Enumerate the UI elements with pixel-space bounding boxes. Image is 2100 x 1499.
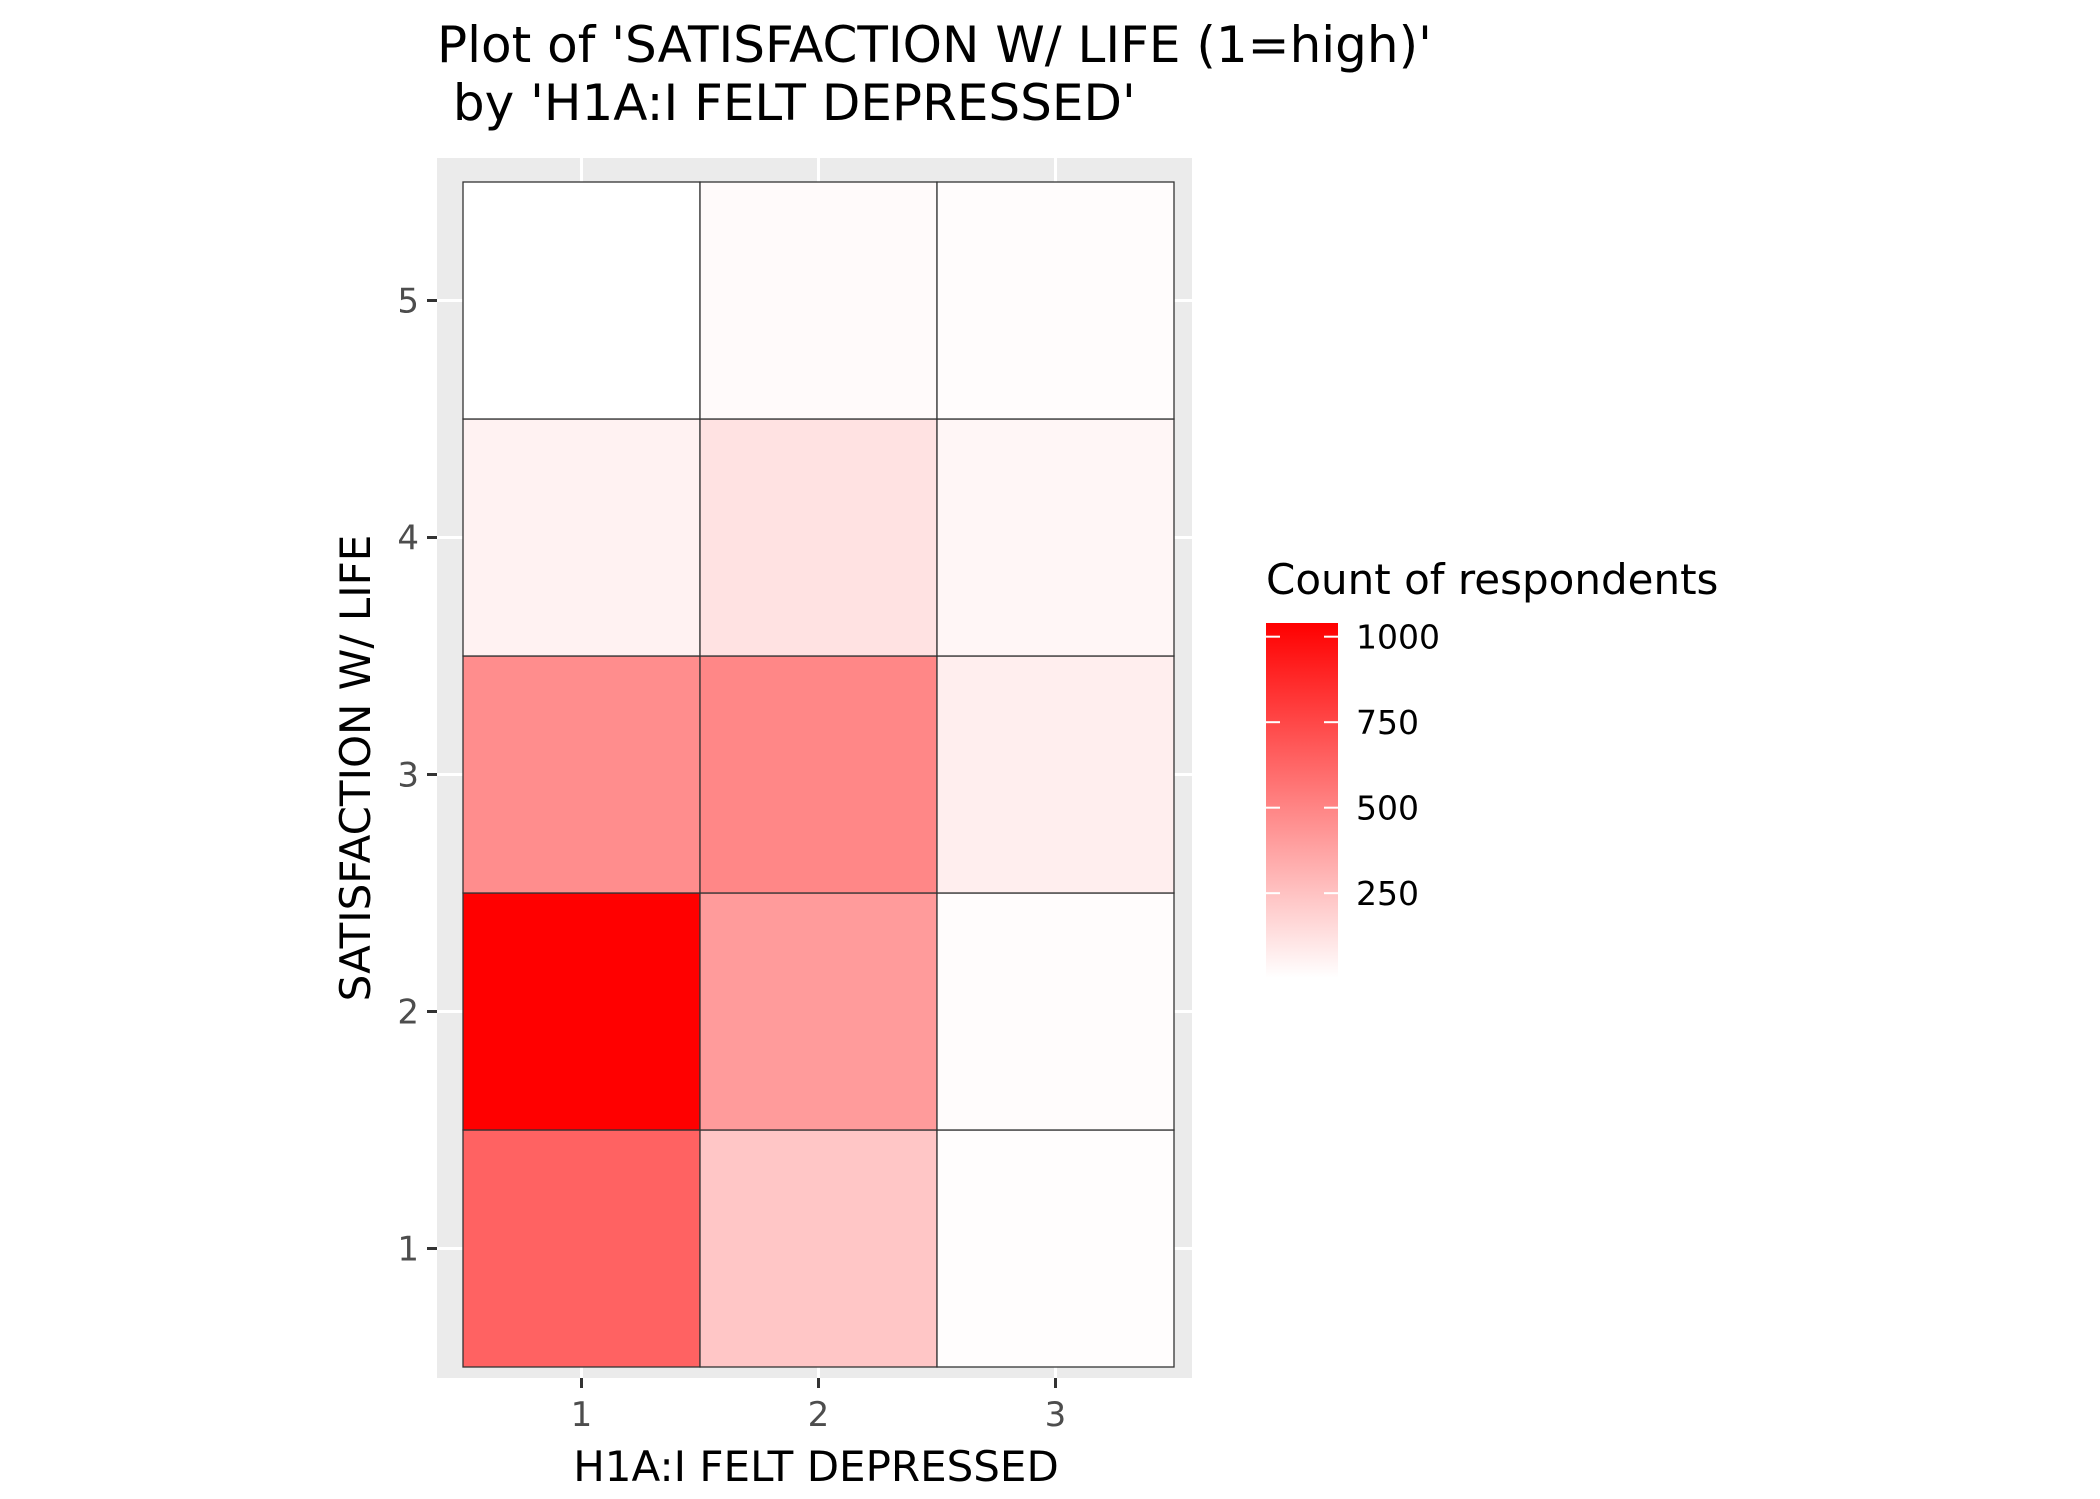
heatmap-cells bbox=[462, 181, 1175, 1368]
y-tick-label: 2 bbox=[397, 993, 419, 1033]
chart-subtitle: by 'H1A:I FELT DEPRESSED' bbox=[437, 74, 1136, 132]
heatmap-cell bbox=[936, 892, 1175, 1131]
heatmap-cell bbox=[936, 418, 1175, 657]
heatmap-cell bbox=[936, 181, 1175, 420]
heatmap-cell bbox=[462, 1129, 701, 1368]
y-tick-label: 4 bbox=[397, 519, 419, 559]
chart-title: Plot of 'SATISFACTION W/ LIFE (1=high)' bbox=[437, 16, 1432, 74]
legend-colorbar bbox=[1266, 623, 1338, 978]
x-tick-label: 1 bbox=[571, 1395, 593, 1435]
heatmap-cell bbox=[699, 1129, 938, 1368]
legend-tick-label: 1000 bbox=[1356, 618, 1440, 657]
legend-ticks: 250 500 750 1000 bbox=[1266, 618, 1440, 913]
heatmap-cell bbox=[699, 892, 938, 1131]
x-axis-title: H1A:I FELT DEPRESSED bbox=[573, 1442, 1059, 1491]
heatmap-cell bbox=[462, 655, 701, 894]
axes: 1 2 3 1 2 3 4 5 bbox=[397, 282, 1066, 1436]
heatmap-cell bbox=[936, 655, 1175, 894]
y-tick-label: 3 bbox=[397, 756, 419, 796]
heatmap-cell bbox=[699, 181, 938, 420]
x-tick-label: 2 bbox=[808, 1395, 830, 1435]
y-tick-label: 1 bbox=[397, 1230, 419, 1270]
color-legend: Count of respondents 250 500 750 1000 bbox=[1266, 555, 1718, 978]
heatmap-cell bbox=[936, 1129, 1175, 1368]
y-axis-title: SATISFACTION W/ LIFE bbox=[331, 535, 380, 1002]
legend-tick-label: 250 bbox=[1356, 874, 1419, 913]
heatmap-cell bbox=[462, 418, 701, 657]
y-tick-label: 5 bbox=[397, 282, 419, 322]
heatmap-cell bbox=[462, 181, 701, 420]
heatmap-cell bbox=[699, 655, 938, 894]
legend-title: Count of respondents bbox=[1266, 555, 1718, 604]
legend-tick-label: 500 bbox=[1356, 789, 1419, 828]
heatmap-cell bbox=[462, 892, 701, 1131]
legend-tick-label: 750 bbox=[1356, 703, 1419, 742]
x-tick-label: 3 bbox=[1045, 1395, 1067, 1435]
heatmap-cell bbox=[699, 418, 938, 657]
